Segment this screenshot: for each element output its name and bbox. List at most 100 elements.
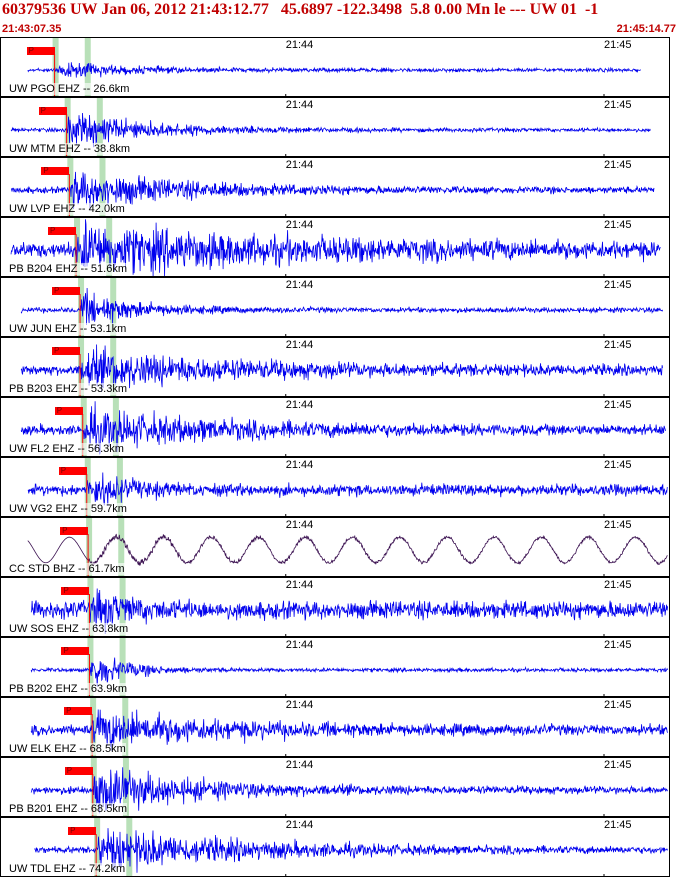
waveform-trace [30, 657, 668, 687]
time-window [122, 698, 129, 756]
time-window [96, 98, 103, 156]
pick-marker[interactable]: P [64, 767, 93, 775]
station-label: UW ELK EHZ -- 68.5km [9, 743, 126, 755]
minute-label: 21:45 [604, 159, 632, 171]
station-label: UW VG2 EHZ -- 59.7km [9, 503, 127, 515]
minute-label: 21:45 [604, 399, 632, 411]
station-label: UW LVP EHZ -- 42.0km [9, 203, 125, 215]
pick-marker[interactable]: P [61, 587, 90, 595]
minute-label: 21:45 [604, 279, 632, 291]
waveform-trace [20, 401, 666, 455]
pick-marker[interactable]: P [26, 47, 55, 55]
waveform-trace [10, 112, 651, 148]
trace-panel[interactable]: 21:44 21:45 P PB B204 EHZ -- 51.6km [0, 217, 670, 277]
minute-label: 21:44 [285, 699, 314, 711]
waveform-trace [20, 287, 663, 326]
minute-label: 21:44 [285, 519, 314, 531]
minute-label: 21:44 [285, 459, 314, 471]
trace-panel[interactable]: 21:44 21:45 P UW FL2 EHZ -- 56.3km [0, 397, 670, 457]
minute-label: 21:45 [604, 339, 632, 351]
waveform-trace [27, 472, 668, 506]
time-window [94, 818, 101, 876]
minute-label: 21:45 [604, 99, 632, 111]
minute-label: 21:44 [285, 339, 314, 351]
end-time: 21:45:14.77 [616, 23, 676, 35]
waveform-trace [27, 533, 668, 567]
trace-panel[interactable]: 21:44 21:45 P PB B201 EHZ -- 68.5km [0, 757, 670, 817]
pick-marker[interactable]: P [52, 287, 81, 295]
trace-panel[interactable]: 21:44 21:45 P UW SOS EHZ -- 63.8km [0, 577, 670, 637]
time-window [118, 518, 125, 576]
trace-panel[interactable]: 21:44 21:45 P CC STD BHZ -- 61.7km [0, 517, 670, 577]
event-title: 60379536 UW Jan 06, 2012 21:43:12.77 45.… [2, 1, 599, 18]
minute-label: 21:44 [285, 159, 314, 171]
minute-label: 21:44 [285, 759, 314, 771]
waveform-trace [30, 709, 668, 751]
trace-panel[interactable]: 21:44 21:45 P UW LVP EHZ -- 42.0km [0, 157, 670, 217]
waveform-trace [30, 588, 668, 635]
time-window [80, 398, 87, 456]
minute-label: 21:45 [604, 579, 632, 591]
waveform-trace [27, 62, 642, 78]
minute-label: 21:45 [604, 759, 632, 771]
trace-panel[interactable]: 21:44 21:45 P UW VG2 EHZ -- 59.7km [0, 457, 670, 517]
minute-label: 21:44 [285, 639, 314, 651]
minute-label: 21:44 [285, 279, 314, 291]
trace-panel[interactable]: 21:44 21:45 P UW MTM EHZ -- 38.8km [0, 97, 670, 157]
time-window [84, 458, 91, 516]
station-label: UW MTM EHZ -- 38.8km [9, 143, 130, 155]
trace-panel[interactable]: 21:44 21:45 P UW JUN EHZ -- 53.1km [0, 277, 670, 337]
minute-label: 21:45 [604, 519, 632, 531]
trace-panel[interactable]: 21:44 21:45 P UW ELK EHZ -- 68.5km [0, 697, 670, 757]
pick-marker[interactable]: P [61, 647, 90, 655]
trace-panel[interactable]: 21:44 21:45 P UW PGO EHZ -- 26.6km [0, 37, 670, 97]
time-window [99, 158, 106, 216]
trace-panel[interactable]: 21:44 21:45 P PB B203 EHZ -- 53.3km [0, 337, 670, 397]
minute-label: 21:45 [604, 39, 632, 51]
trace-panel[interactable]: 21:44 21:45 P PB B202 EHZ -- 63.9km [0, 637, 670, 697]
minute-label: 21:44 [285, 399, 314, 411]
minute-label: 21:44 [285, 219, 314, 231]
start-time: 21:43:07.35 [2, 23, 62, 35]
waveform-trace [11, 171, 655, 211]
seismogram-panels: 21:44 21:45 P UW PGO EHZ -- 26.6km 21:44 21:4… [0, 37, 680, 878]
station-label: UW FL2 EHZ -- 56.3km [9, 443, 124, 455]
pick-marker[interactable]: P [64, 707, 93, 715]
station-label: CC STD BHZ -- 61.7km [9, 563, 125, 575]
station-label: PB B201 EHZ -- 68.5km [9, 803, 127, 815]
waveform-trace [30, 767, 668, 814]
minute-label: 21:44 [285, 99, 314, 111]
minute-label: 21:44 [285, 39, 314, 51]
station-label: PB B204 EHZ -- 51.6km [9, 263, 127, 275]
station-label: UW PGO EHZ -- 26.6km [9, 83, 130, 95]
pick-marker[interactable]: P [68, 827, 97, 835]
pick-marker[interactable]: P [41, 167, 70, 175]
pick-marker[interactable]: P [38, 107, 67, 115]
pick-marker[interactable]: P [54, 407, 83, 415]
minute-label: 21:44 [285, 819, 314, 831]
station-label: UW TDL EHZ -- 74.2km [9, 863, 126, 875]
header: 60379536 UW Jan 06, 2012 21:43:12.77 45.… [0, 0, 680, 38]
time-window [86, 518, 93, 576]
station-label: UW JUN EHZ -- 53.1km [9, 323, 127, 335]
pick-marker[interactable]: P [60, 527, 89, 535]
minute-label: 21:45 [604, 219, 632, 231]
minute-label: 21:44 [285, 579, 314, 591]
time-window [52, 38, 59, 96]
time-window [78, 338, 85, 396]
time-window [116, 458, 123, 516]
pick-marker[interactable]: P [58, 467, 87, 475]
waveform-trace [20, 344, 663, 393]
waveform-trace [10, 219, 661, 276]
waveform-trace [34, 828, 668, 873]
pick-marker[interactable]: P [52, 347, 81, 355]
station-label: UW SOS EHZ -- 63.8km [9, 623, 129, 635]
trace-panel[interactable]: 21:44 21:45 P UW TDL EHZ -- 74.2km [0, 817, 670, 877]
time-window [87, 578, 94, 636]
station-label: PB B202 EHZ -- 63.9km [9, 683, 127, 695]
minute-label: 21:45 [604, 459, 632, 471]
pick-marker[interactable]: P [48, 227, 77, 235]
minute-label: 21:45 [604, 819, 632, 831]
minute-label: 21:45 [604, 699, 632, 711]
station-label: PB B203 EHZ -- 53.3km [9, 383, 127, 395]
